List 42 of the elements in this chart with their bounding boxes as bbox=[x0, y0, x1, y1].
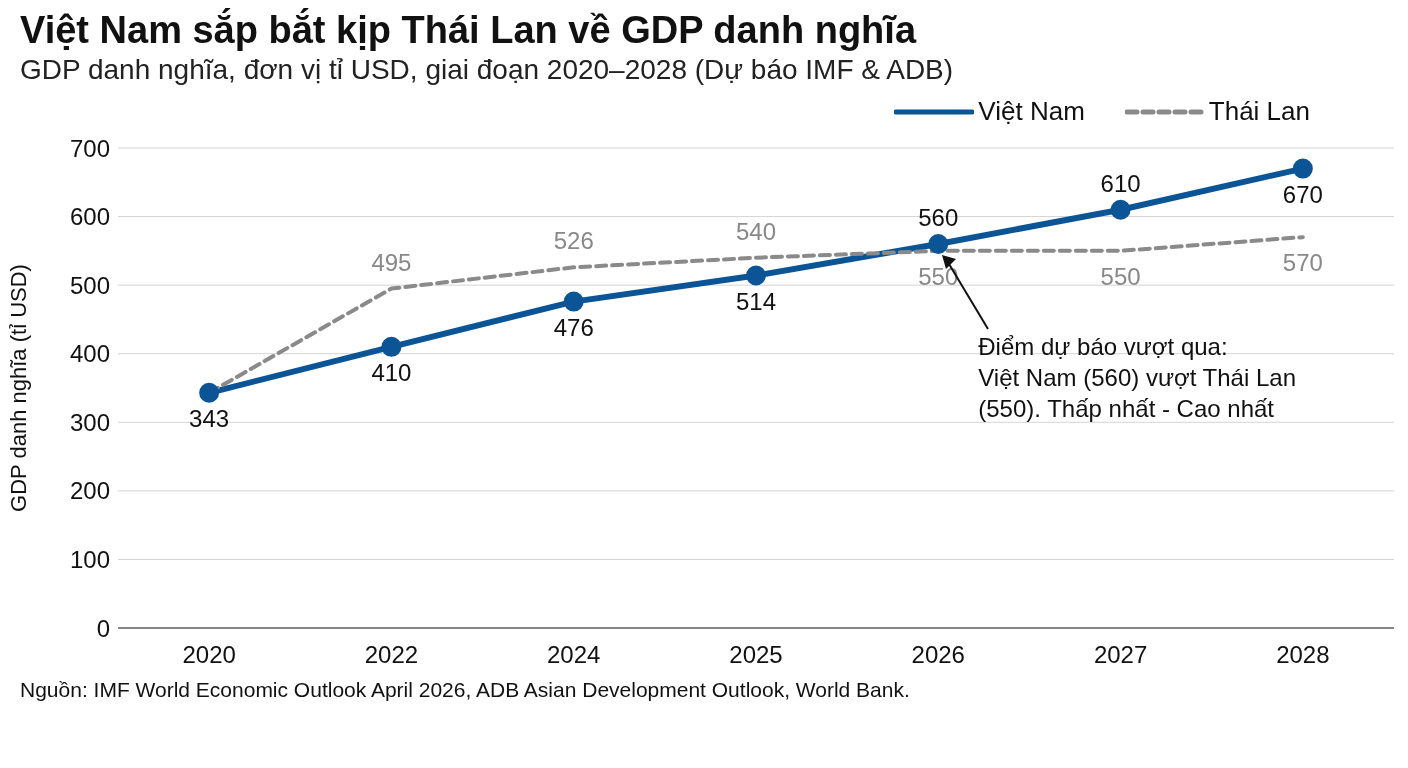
data-label: 410 bbox=[371, 358, 412, 386]
y-tick-label: 500 bbox=[69, 271, 110, 299]
point bbox=[928, 234, 949, 254]
point bbox=[1110, 199, 1131, 220]
y-tick-label: 700 bbox=[69, 134, 110, 162]
data-label: 495 bbox=[371, 248, 412, 276]
data-label: 570 bbox=[1282, 249, 1323, 277]
point bbox=[199, 382, 220, 403]
chart-subtitle: GDP danh nghĩa, đơn vị tỉ USD, giai đoạn 2020–2028 (Dự báo IMF & ADB) bbox=[19, 53, 955, 87]
x-tick-label: 2020 bbox=[182, 641, 236, 669]
data-label: 514 bbox=[735, 287, 777, 315]
y-tick-label: 100 bbox=[69, 545, 110, 573]
legend-label: Việt Nam bbox=[978, 96, 1085, 127]
data-label: 540 bbox=[735, 217, 777, 245]
data-label: 560 bbox=[918, 204, 959, 231]
point bbox=[1292, 158, 1313, 179]
y-tick-label: 600 bbox=[69, 203, 110, 231]
x-tick-label: 2024 bbox=[547, 641, 601, 669]
point bbox=[563, 291, 584, 312]
data-label: 526 bbox=[553, 227, 594, 255]
y-tick-label: 400 bbox=[69, 340, 110, 368]
y-tick-label: 200 bbox=[69, 477, 110, 505]
point bbox=[381, 336, 402, 357]
x-tick-label: 2027 bbox=[1093, 641, 1148, 669]
text: Nguồn: IMF World Economic Outlook April 2026, ADB Asian Development Outlook, World Bank. bbox=[19, 678, 911, 702]
y-tick-label: 0 bbox=[96, 614, 110, 642]
legend-label: Thái Lan bbox=[1208, 96, 1310, 127]
data-label: 476 bbox=[553, 313, 594, 341]
y-axis-title: GDP danh nghĩa (tỉ USD) bbox=[5, 264, 31, 512]
data-label: 670 bbox=[1282, 180, 1323, 208]
data-label: 610 bbox=[1100, 169, 1141, 197]
x-tick-label: 2028 bbox=[1276, 641, 1330, 669]
data-label: 550 bbox=[1100, 262, 1141, 290]
data-label: 550 bbox=[918, 262, 959, 290]
x-tick-label: 2026 bbox=[911, 641, 965, 669]
y-tick-label: 300 bbox=[69, 408, 110, 436]
x-tick-label: 2022 bbox=[364, 641, 419, 669]
point bbox=[746, 265, 766, 286]
data-label: 343 bbox=[189, 404, 230, 432]
annotation: Điểm dự báo vượt qua: Việt Nam (560) vượt Thái Lan (550). Thấp nhất - Cao nhất bbox=[978, 331, 1297, 424]
x-tick-label: 2025 bbox=[729, 641, 783, 669]
chart-title: Việt Nam sắp bắt kịp Thái Lan về GDP danh nghĩa bbox=[19, 8, 918, 52]
